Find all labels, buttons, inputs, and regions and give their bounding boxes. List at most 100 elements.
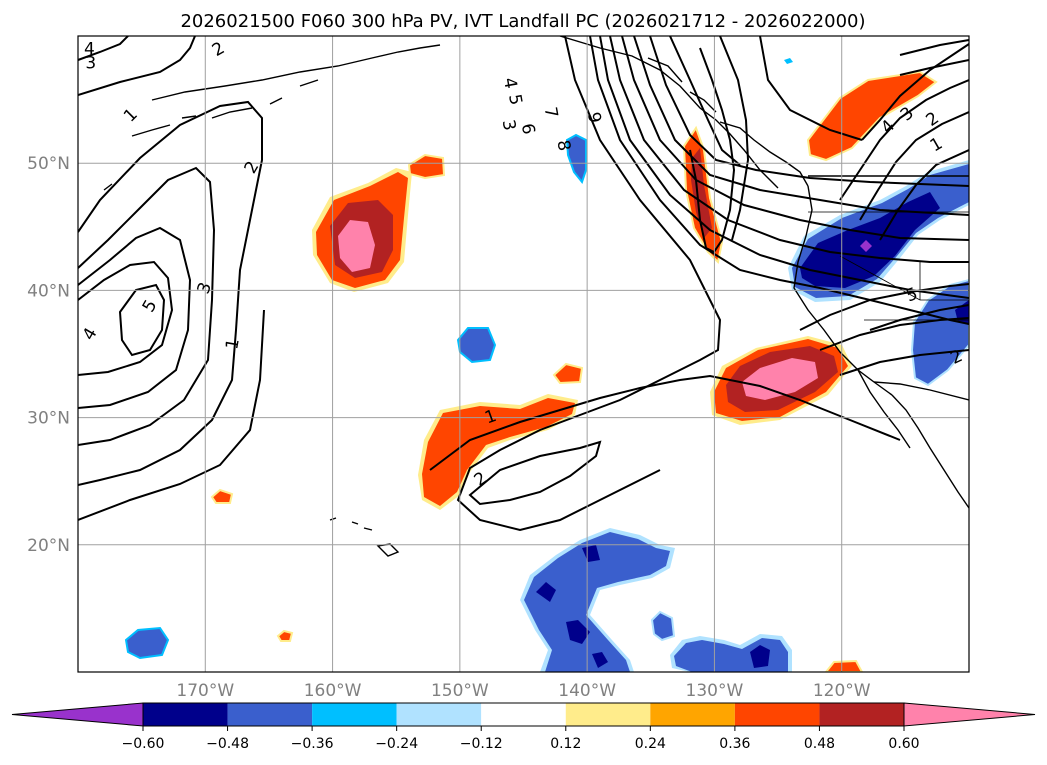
contour-west-5 — [118, 283, 166, 357]
contour-east-4 — [869, 304, 969, 331]
gulf-of-alaska-coast — [559, 36, 779, 189]
contour-west-top — [78, 36, 196, 96]
negative-anomaly-northeast-peak — [860, 240, 872, 252]
contour-east-3 — [839, 349, 969, 376]
negative-anomaly-southeast-core — [750, 645, 770, 668]
negative-anomaly-northeast-core — [800, 192, 940, 288]
contour-west-2 — [78, 166, 216, 446]
positive-anomaly-subtropical-peak — [742, 358, 818, 400]
contour-ne-7 — [899, 39, 969, 56]
colorbar-tick-label: −0.48 — [206, 736, 249, 752]
longitude-tick-labels: 170°W 160°W 150°W 140°W 130°W 120°W — [176, 681, 870, 701]
contour-label: 9 — [583, 111, 605, 125]
contour-trough-9 — [719, 36, 750, 241]
contour-sw-2 — [468, 440, 602, 506]
contour-east-2 — [819, 317, 969, 351]
us-mexico-border — [873, 381, 969, 401]
lon-tick-label: 140°W — [558, 681, 616, 701]
lat-tick-label: 50°N — [27, 154, 70, 174]
colorbar-tick-label: 0.48 — [804, 736, 835, 752]
contour-label: 4 — [84, 40, 95, 60]
contour-label: 3 — [85, 54, 96, 74]
contour-label: 8 — [552, 138, 574, 152]
lat-tick-label: 20°N — [27, 536, 70, 556]
lon-tick-label: 160°W — [304, 681, 362, 701]
negative-anomaly-south-mid — [524, 532, 670, 672]
colorbar-extend-high — [903, 702, 1036, 727]
bc-islands — [647, 57, 809, 187]
contour-sw-1 — [429, 374, 901, 471]
colorbar-frame — [142, 702, 905, 727]
contour-label: 4 — [499, 76, 521, 90]
baja-coast — [891, 394, 969, 509]
colorbar-swatch — [481, 703, 566, 726]
colorbar-swatch — [143, 703, 228, 726]
state-borders — [808, 211, 969, 321]
lon-tick-label: 130°W — [686, 681, 744, 701]
contour-west-4 — [78, 260, 174, 376]
coastlines — [103, 36, 969, 557]
colorbar: −0.60 −0.48 −0.36 −0.24 −0.12 0.12 0.24 0.36 0.4… — [11, 702, 1036, 752]
contour-ridge-3 — [599, 36, 969, 299]
contour-ne-4 — [859, 111, 969, 221]
contour-label: 5 — [504, 93, 526, 107]
colorbar-tick-label: −0.12 — [460, 736, 503, 752]
colorbar-tick-label: 0.24 — [635, 736, 666, 752]
contour-label: 7 — [540, 105, 562, 119]
colorbar-tick-label: −0.36 — [291, 736, 334, 752]
negative-anomaly-small-2 — [565, 133, 587, 185]
lon-tick-label: 150°W — [431, 681, 489, 701]
pc-shading — [124, 58, 969, 672]
contour-ridge-4 — [609, 36, 969, 263]
baja-peninsula — [857, 369, 911, 449]
colorbar-swatch — [819, 703, 904, 726]
contour-ridge-1 — [456, 36, 722, 532]
colorbar-swatch — [565, 703, 651, 726]
contour-ne-5 — [879, 149, 969, 241]
contour-trough-inner — [669, 36, 741, 166]
contour-ne-6 — [899, 59, 969, 76]
contour-ne-3 — [839, 79, 969, 201]
lat-tick-label: 40°N — [27, 281, 70, 301]
contour-west-bottom — [78, 309, 265, 521]
contour-ridge-6 — [633, 36, 969, 216]
us-west-coast — [793, 185, 893, 396]
colorbar-extend-low — [11, 702, 144, 727]
colorbar-tick-label: 0.60 — [888, 736, 919, 752]
colorbar-swatch — [734, 703, 820, 726]
contour-west-3 — [78, 226, 192, 409]
aleutian-islands — [103, 79, 319, 191]
pv-contours — [78, 36, 969, 532]
contour-east-1 — [799, 283, 969, 331]
contour-west-1 — [78, 100, 263, 486]
colorbar-swatch — [227, 703, 313, 726]
gridlines — [78, 36, 969, 672]
contour-west-top-2 — [78, 36, 129, 61]
contour-ridge-2 — [589, 36, 969, 325]
positive-anomaly-northeast — [806, 70, 938, 162]
negative-anomaly-small-5 — [650, 610, 676, 642]
map-frame — [77, 35, 970, 673]
negative-anomaly-small-1 — [456, 327, 497, 364]
positive-anomaly-small-2 — [552, 362, 584, 385]
lon-tick-label: 170°W — [176, 681, 234, 701]
lon-tick-label: 120°W — [813, 681, 871, 701]
colorbar-swatch — [312, 703, 397, 726]
lat-tick-label: 30°N — [27, 409, 70, 429]
colorbar-tick-label: −0.24 — [375, 736, 418, 752]
negative-anomaly-small-3 — [124, 626, 170, 660]
contour-trough-8 — [689, 47, 736, 254]
contour-ridge-7 — [649, 36, 969, 187]
colorbar-swatch — [396, 703, 482, 726]
colorbar-tick-label: 0.36 — [719, 736, 750, 752]
colorbar-swatch — [650, 703, 735, 726]
positive-anomaly-small-4 — [276, 629, 294, 642]
negative-anomaly-small-4 — [784, 58, 793, 64]
colorbar-tick-label: −0.60 — [122, 736, 165, 752]
negative-anomaly-east — [910, 278, 969, 387]
map-title: 2026021500 F060 300 hPa PV, IVT Landfall… — [180, 11, 865, 32]
positive-anomaly-coast-core — [691, 148, 712, 238]
latitude-tick-labels: 20°N 30°N 40°N 50°N — [27, 154, 70, 556]
